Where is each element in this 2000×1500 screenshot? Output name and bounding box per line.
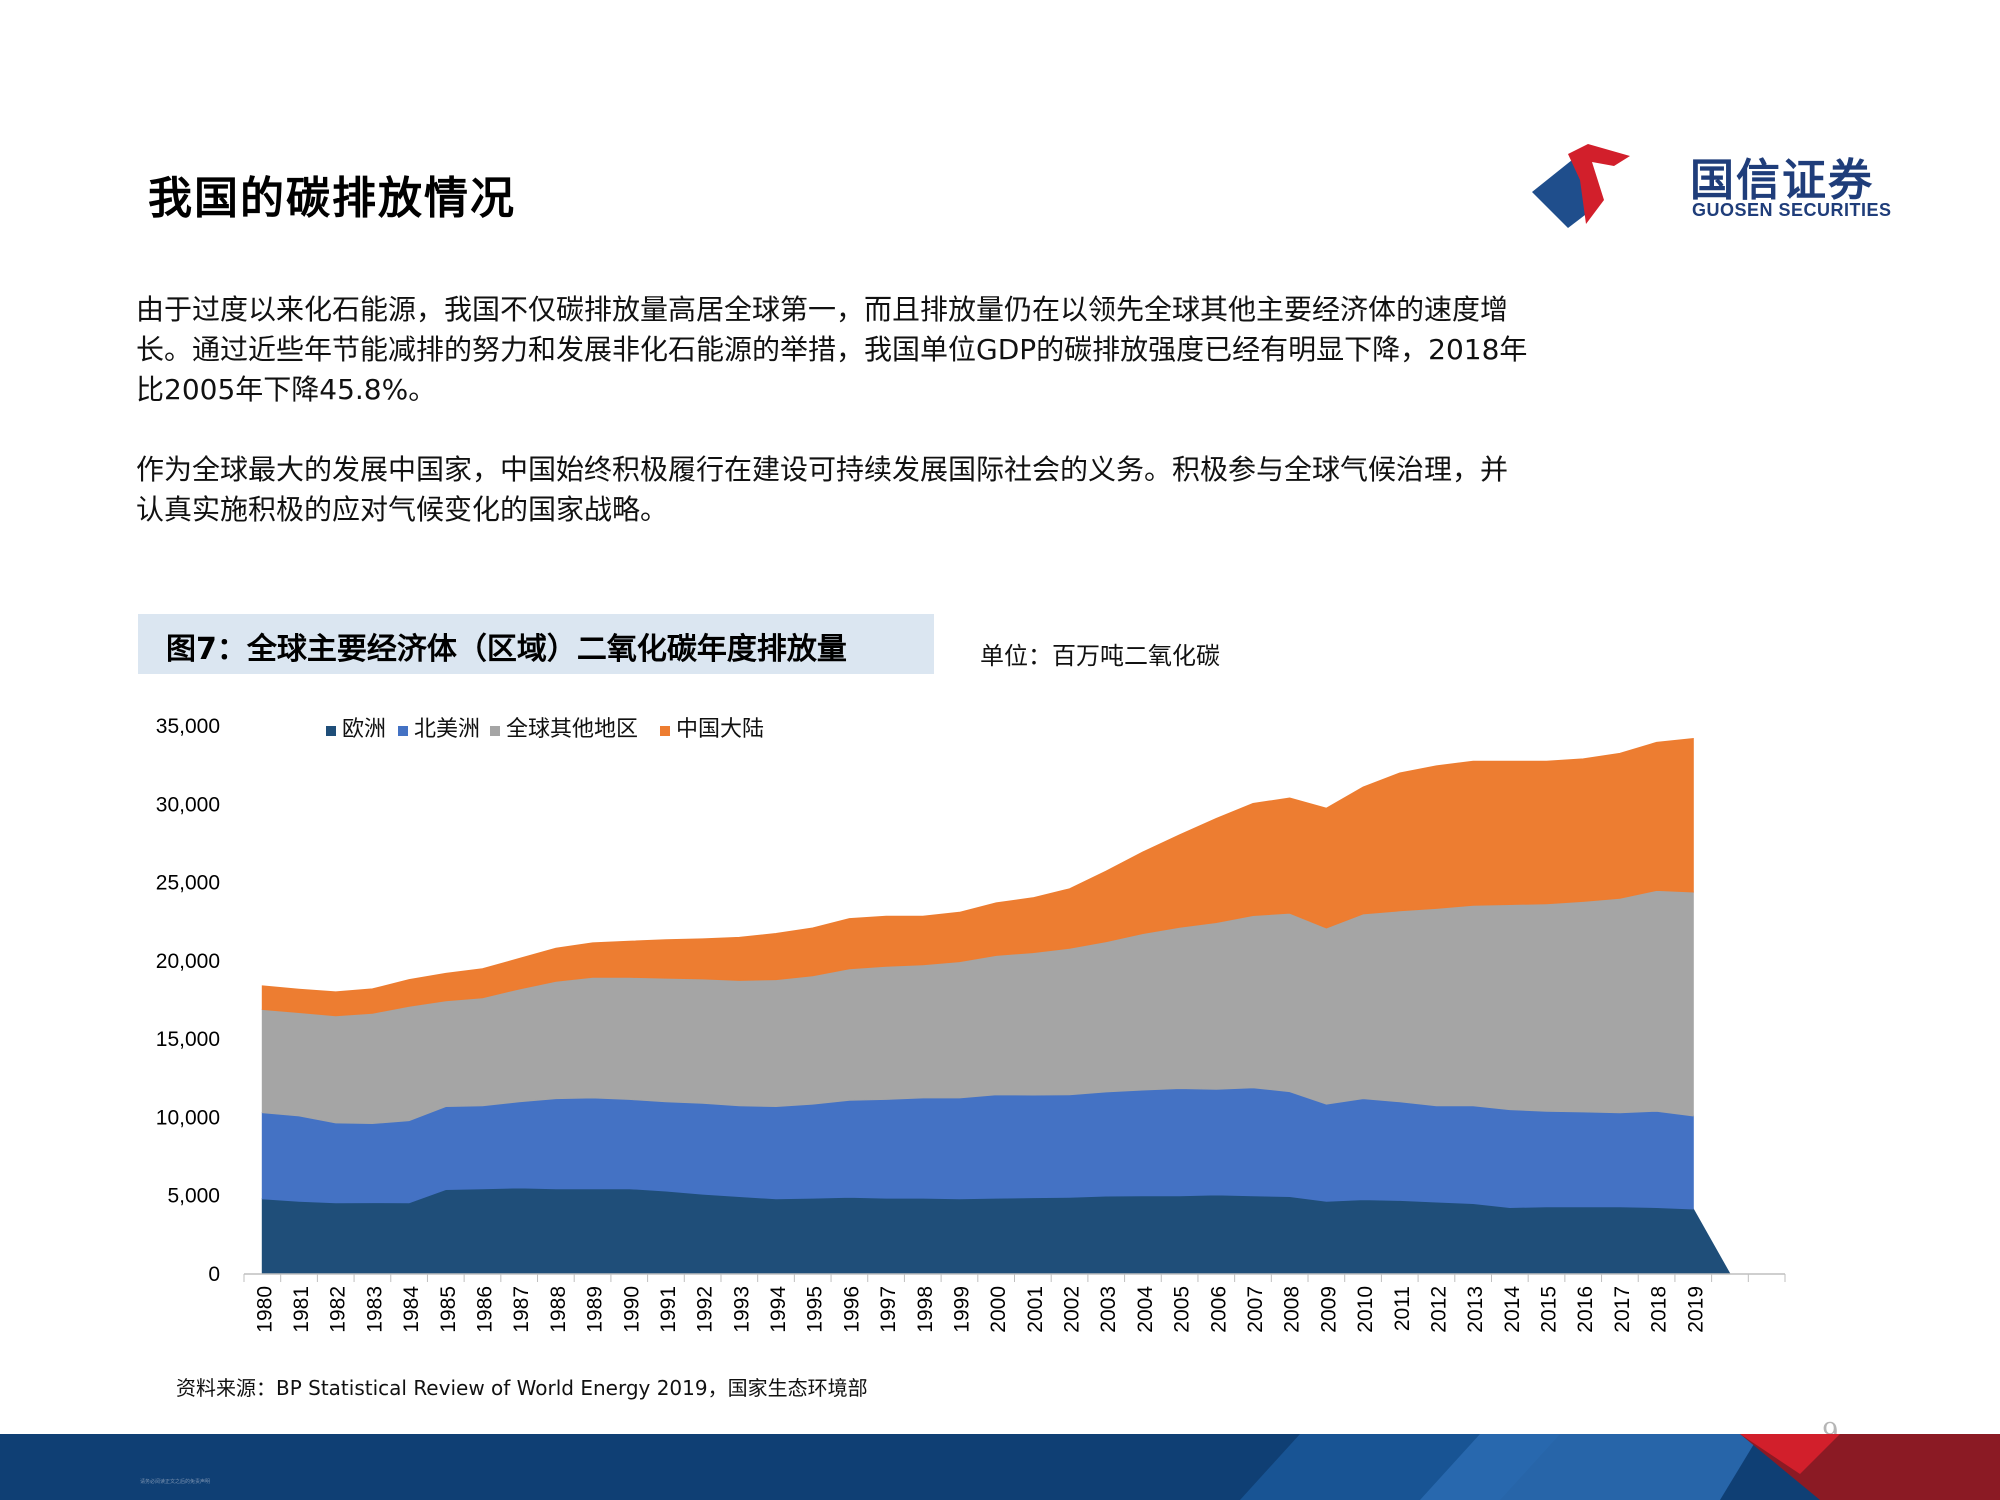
legend-label: 中国大陆	[676, 717, 764, 742]
x-tick-label: 1996	[840, 1286, 863, 1333]
y-tick-label: 30,000	[156, 793, 220, 816]
figure-source: 资料来源：BP Statistical Review of World Ener…	[176, 1376, 868, 1400]
x-tick-label: 2012	[1427, 1286, 1450, 1333]
logo-cn-text: 国信证券	[1690, 155, 1874, 206]
x-tick-label: 2007	[1244, 1286, 1267, 1333]
x-tick-label: 1999	[951, 1286, 974, 1333]
x-tick-label: 1985	[437, 1286, 460, 1333]
legend-swatch	[326, 726, 336, 736]
x-tick-label: 1980	[253, 1286, 276, 1333]
x-tick-label: 2004	[1134, 1286, 1157, 1333]
x-tick-label: 2001	[1024, 1286, 1047, 1333]
footer-band	[0, 1434, 2000, 1500]
y-tick-label: 10,000	[156, 1106, 220, 1129]
logo-en-text: GUOSEN SECURITIES	[1692, 200, 1892, 220]
y-tick-label: 0	[208, 1263, 220, 1286]
x-tick-label: 1981	[290, 1286, 313, 1333]
x-tick-label: 2015	[1538, 1286, 1561, 1333]
guosen-logo: 国信证券 GUOSEN SECURITIES	[1530, 140, 1892, 240]
legend-label: 北美洲	[414, 717, 480, 742]
paragraph-line: 由于过度以来化石能源，我国不仅碳排放量高居全球第一，而且排放量仍在以领先全球其他…	[136, 293, 1509, 326]
series-area-3	[261, 737, 1694, 1017]
x-tick-label: 1988	[547, 1286, 570, 1333]
x-tick-label: 2014	[1501, 1286, 1524, 1333]
x-tick-label: 1995	[804, 1286, 827, 1333]
x-tick-label: 1986	[474, 1286, 497, 1333]
figure-caption-box: 图7：全球主要经济体（区域）二氧化碳年度排放量	[138, 614, 934, 674]
figure-caption: 图7：全球主要经济体（区域）二氧化碳年度排放量	[166, 632, 847, 667]
x-tick-label: 2006	[1207, 1286, 1230, 1333]
figure-unit: 单位：百万吨二氧化碳	[980, 642, 1220, 670]
x-tick-label: 2016	[1574, 1286, 1597, 1333]
legend-swatch	[398, 726, 408, 736]
y-tick-label: 20,000	[156, 950, 220, 973]
x-tick-label: 1983	[363, 1286, 386, 1333]
x-tick-label: 1984	[400, 1286, 423, 1333]
footer-disclaimer: 请务必阅读正文之后的免责声明	[140, 1479, 211, 1485]
x-tick-label: 2000	[987, 1286, 1010, 1333]
x-tick-label: 1998	[914, 1286, 937, 1333]
x-tick-label: 2010	[1354, 1286, 1377, 1333]
guosen-logo-mark-icon	[1532, 144, 1630, 228]
legend-label: 欧洲	[342, 717, 386, 742]
x-tick-label: 1993	[730, 1286, 753, 1333]
y-tick-label: 35,000	[156, 715, 220, 738]
paragraph-line: 长。通过近些年节能减排的努力和发展非化石能源的举措，我国单位GDP的碳排放强度已…	[136, 333, 1528, 366]
x-tick-label: 2017	[1611, 1286, 1634, 1333]
y-tick-label: 5,000	[167, 1185, 220, 1208]
x-tick-label: 1992	[694, 1286, 717, 1333]
paragraph-line: 作为全球最大的发展中国家，中国始终积极履行在建设可持续发展国际社会的义务。积极参…	[136, 453, 1509, 486]
x-tick-label: 2003	[1097, 1286, 1120, 1333]
x-tick-label: 1982	[327, 1286, 350, 1333]
x-tick-label: 1997	[877, 1286, 900, 1333]
paragraph-line: 比2005年下降45.8%。	[136, 373, 437, 406]
y-tick-label: 25,000	[156, 872, 220, 895]
x-tick-label: 2011	[1391, 1286, 1414, 1331]
x-tick-label: 2018	[1648, 1286, 1671, 1333]
x-tick-label: 1994	[767, 1286, 790, 1333]
x-tick-label: 2013	[1464, 1286, 1487, 1333]
page-title: 我国的碳排放情况	[148, 173, 516, 224]
x-tick-label: 1989	[584, 1286, 607, 1333]
x-tick-label: 1991	[657, 1286, 680, 1333]
x-tick-label: 2008	[1281, 1286, 1304, 1333]
x-tick-label: 2005	[1171, 1286, 1194, 1333]
paragraph-2: 作为全球最大的发展中国家，中国始终积极履行在建设可持续发展国际社会的义务。积极参…	[136, 450, 1796, 530]
paragraph-line: 认真实施积极的应对气候变化的国家战略。	[136, 493, 669, 526]
x-tick-label: 2002	[1061, 1286, 1084, 1333]
x-tick-label: 2019	[1684, 1286, 1707, 1333]
legend-swatch	[490, 726, 500, 736]
legend-swatch	[660, 726, 670, 736]
x-tick-label: 1987	[510, 1286, 533, 1333]
x-tick-label: 2009	[1317, 1286, 1340, 1333]
paragraph-1: 由于过度以来化石能源，我国不仅碳排放量高居全球第一，而且排放量仍在以领先全球其他…	[136, 290, 1796, 410]
legend-label: 全球其他地区	[506, 717, 638, 742]
y-tick-label: 15,000	[156, 1028, 220, 1051]
x-tick-label: 1990	[620, 1286, 643, 1333]
